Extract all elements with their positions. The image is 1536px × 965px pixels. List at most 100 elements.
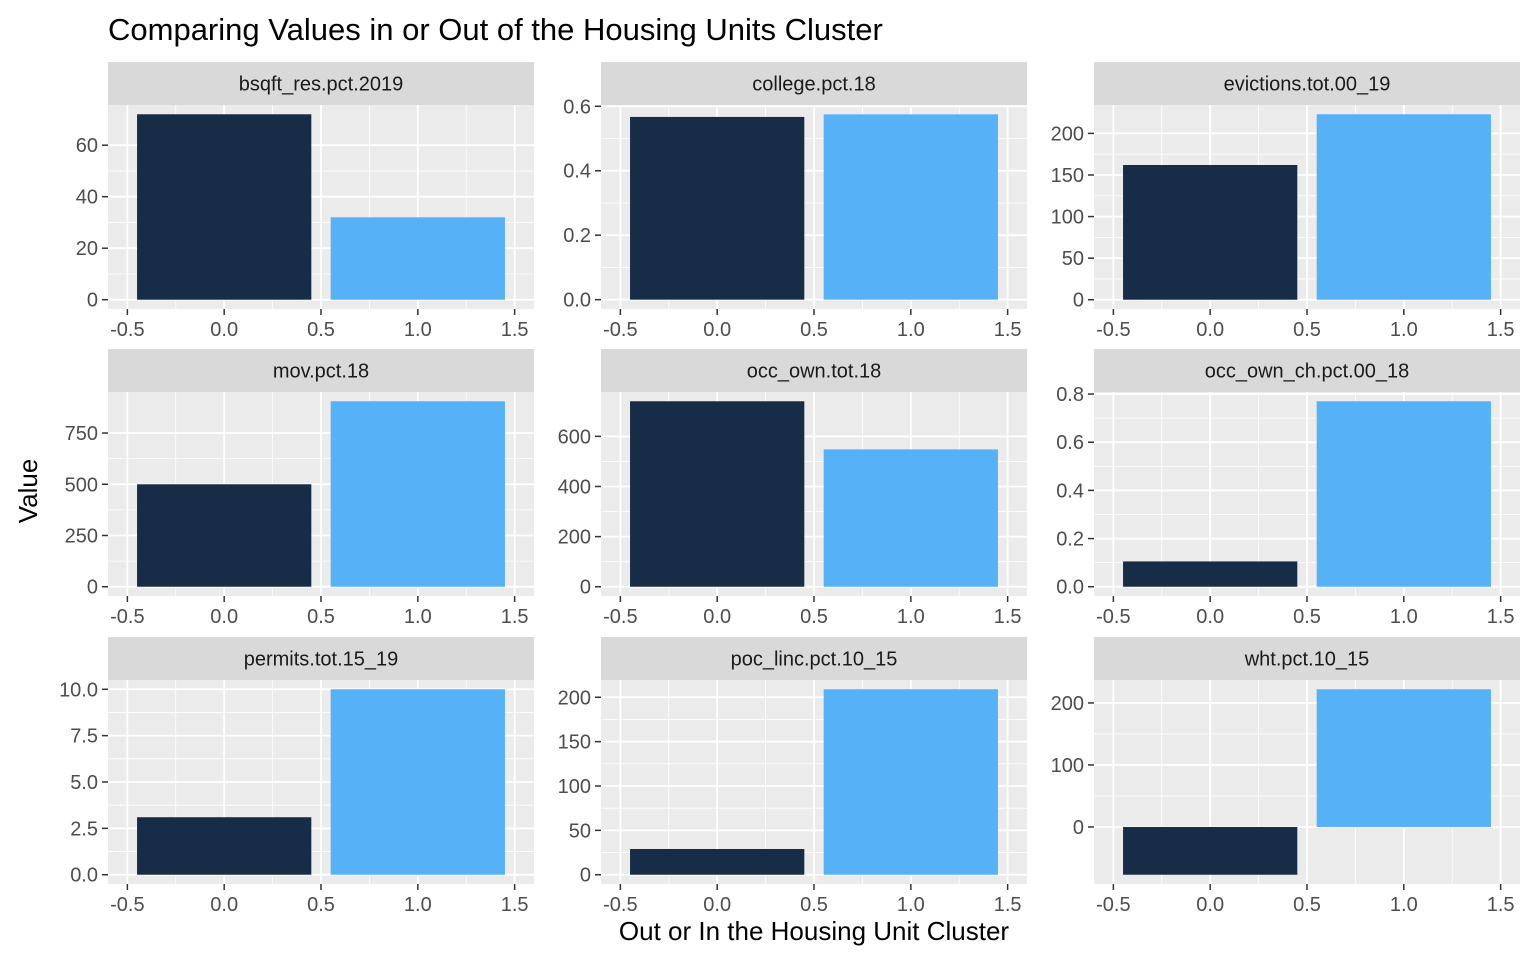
facet-panel: bsqft_res.pct.2019 0 20 40 60 -0.5 0.0 0.5 1.0 1.… [76, 62, 534, 341]
bar-in-cluster [823, 689, 998, 875]
y-tick-label: 0 [87, 290, 98, 312]
y-tick-label: 5.0 [70, 772, 98, 794]
y-tick-label: 0.2 [563, 225, 591, 247]
y-tick-label: 0 [87, 577, 98, 599]
bar-in-cluster [1316, 689, 1491, 827]
y-tick-label: 0 [580, 577, 591, 599]
x-tick-label: 1.5 [501, 606, 529, 628]
x-tick-label: 1.5 [1487, 319, 1515, 341]
bar-in-cluster [330, 217, 505, 300]
x-tick-label: 1.0 [1390, 894, 1418, 916]
facet-label: occ_own.tot.18 [747, 361, 882, 383]
y-tick-label: 0 [1073, 817, 1084, 839]
x-tick-label: 0.5 [800, 319, 828, 341]
y-tick-label: 50 [1062, 248, 1084, 270]
x-axis-label: Out or In the Housing Unit Cluster [619, 916, 1010, 946]
x-tick-label: 0.0 [703, 319, 731, 341]
bar-out-cluster [1123, 561, 1298, 587]
bar-out-cluster [630, 401, 805, 587]
x-tick-label: 1.0 [404, 894, 432, 916]
y-tick-label: 20 [76, 238, 98, 260]
x-tick-label: 1.5 [994, 894, 1022, 916]
y-tick-label: 10.0 [59, 679, 98, 701]
y-tick-label: 250 [65, 525, 98, 547]
facet-strip [601, 62, 1027, 105]
x-tick-label: 1.5 [1487, 894, 1515, 916]
y-tick-label: 100 [1051, 207, 1084, 229]
y-tick-label: 0.0 [563, 290, 591, 312]
x-tick-label: 1.5 [501, 319, 529, 341]
y-tick-label: 100 [1051, 755, 1084, 777]
x-tick-label: 1.0 [1390, 319, 1418, 341]
y-tick-label: 200 [558, 687, 591, 709]
bar-in-cluster [330, 401, 505, 587]
y-tick-label: 50 [569, 820, 591, 842]
facet-panel: occ_own.tot.18 0 200 400 600 -0.5 0.0 0.5 1.0 1.5 [558, 349, 1027, 628]
y-tick-label: 500 [65, 474, 98, 496]
y-tick-label: 2.5 [70, 818, 98, 840]
x-tick-label: -0.5 [1096, 894, 1130, 916]
y-tick-label: 0 [580, 865, 591, 887]
facet-label: college.pct.18 [752, 74, 875, 96]
x-tick-label: 1.5 [1487, 606, 1515, 628]
x-tick-label: 0.5 [307, 894, 335, 916]
x-tick-label: -0.5 [1096, 319, 1130, 341]
y-tick-label: 150 [1051, 165, 1084, 187]
y-tick-label: 0.4 [563, 161, 591, 183]
y-tick-label: 0.0 [70, 865, 98, 887]
x-tick-label: 0.5 [307, 606, 335, 628]
y-tick-label: 200 [1051, 123, 1084, 145]
facet-strip [601, 637, 1027, 680]
x-tick-label: 1.0 [897, 606, 925, 628]
x-tick-label: 1.0 [897, 894, 925, 916]
facet-strip [1094, 349, 1520, 392]
facet-panel: permits.tot.15_19 0.0 2.5 5.0 7.5 10.0 -0.5 0.0… [59, 637, 534, 916]
bar-out-cluster [137, 484, 312, 587]
x-tick-label: -0.5 [603, 606, 637, 628]
facet-label: evictions.tot.00_19 [1224, 74, 1391, 96]
x-tick-label: 1.0 [404, 606, 432, 628]
facet-strip [1094, 62, 1520, 105]
y-tick-label: 0 [1073, 290, 1084, 312]
y-tick-label: 200 [1051, 693, 1084, 715]
bar-out-cluster [1123, 165, 1298, 300]
facet-strip [108, 637, 534, 680]
x-tick-label: 1.5 [501, 894, 529, 916]
y-tick-label: 0.8 [1056, 384, 1084, 406]
y-tick-label: 7.5 [70, 726, 98, 748]
facet-strip [1094, 637, 1520, 680]
y-axis-label: Value [13, 459, 43, 524]
x-tick-label: 0.0 [703, 606, 731, 628]
bar-out-cluster [1123, 826, 1298, 875]
facet-panel: evictions.tot.00_19 0 50 100 150 200 -0.5 0.0 0.… [1051, 62, 1520, 341]
y-tick-label: 100 [558, 776, 591, 798]
chart-title: Comparing Values in or Out of the Housin… [108, 12, 883, 47]
x-tick-label: 1.5 [994, 606, 1022, 628]
x-tick-label: 0.5 [1293, 894, 1321, 916]
x-tick-label: -0.5 [110, 606, 144, 628]
x-tick-label: 0.0 [1196, 319, 1224, 341]
x-tick-label: 0.0 [210, 894, 238, 916]
x-tick-label: 0.0 [1196, 894, 1224, 916]
y-tick-label: 40 [76, 187, 98, 209]
bar-out-cluster [630, 848, 805, 875]
facet-label: poc_linc.pct.10_15 [731, 649, 898, 671]
x-tick-label: -0.5 [1096, 606, 1130, 628]
y-tick-label: 0.6 [563, 96, 591, 118]
x-tick-label: 0.0 [1196, 606, 1224, 628]
bar-out-cluster [137, 817, 312, 875]
y-tick-label: 60 [76, 135, 98, 157]
y-tick-label: 600 [558, 426, 591, 448]
x-tick-label: 0.5 [800, 894, 828, 916]
bar-in-cluster [823, 114, 998, 300]
x-tick-label: -0.5 [110, 319, 144, 341]
facet-strip [108, 62, 534, 105]
y-tick-label: 0.0 [1056, 577, 1084, 599]
x-tick-label: 1.5 [994, 319, 1022, 341]
y-tick-label: 0.2 [1056, 529, 1084, 551]
facet-panel: college.pct.18 0.0 0.2 0.4 0.6 -0.5 0.0 0.5 1.0 1… [563, 62, 1027, 341]
facet-label: wht.pct.10_15 [1244, 649, 1370, 671]
x-tick-label: 0.0 [210, 606, 238, 628]
